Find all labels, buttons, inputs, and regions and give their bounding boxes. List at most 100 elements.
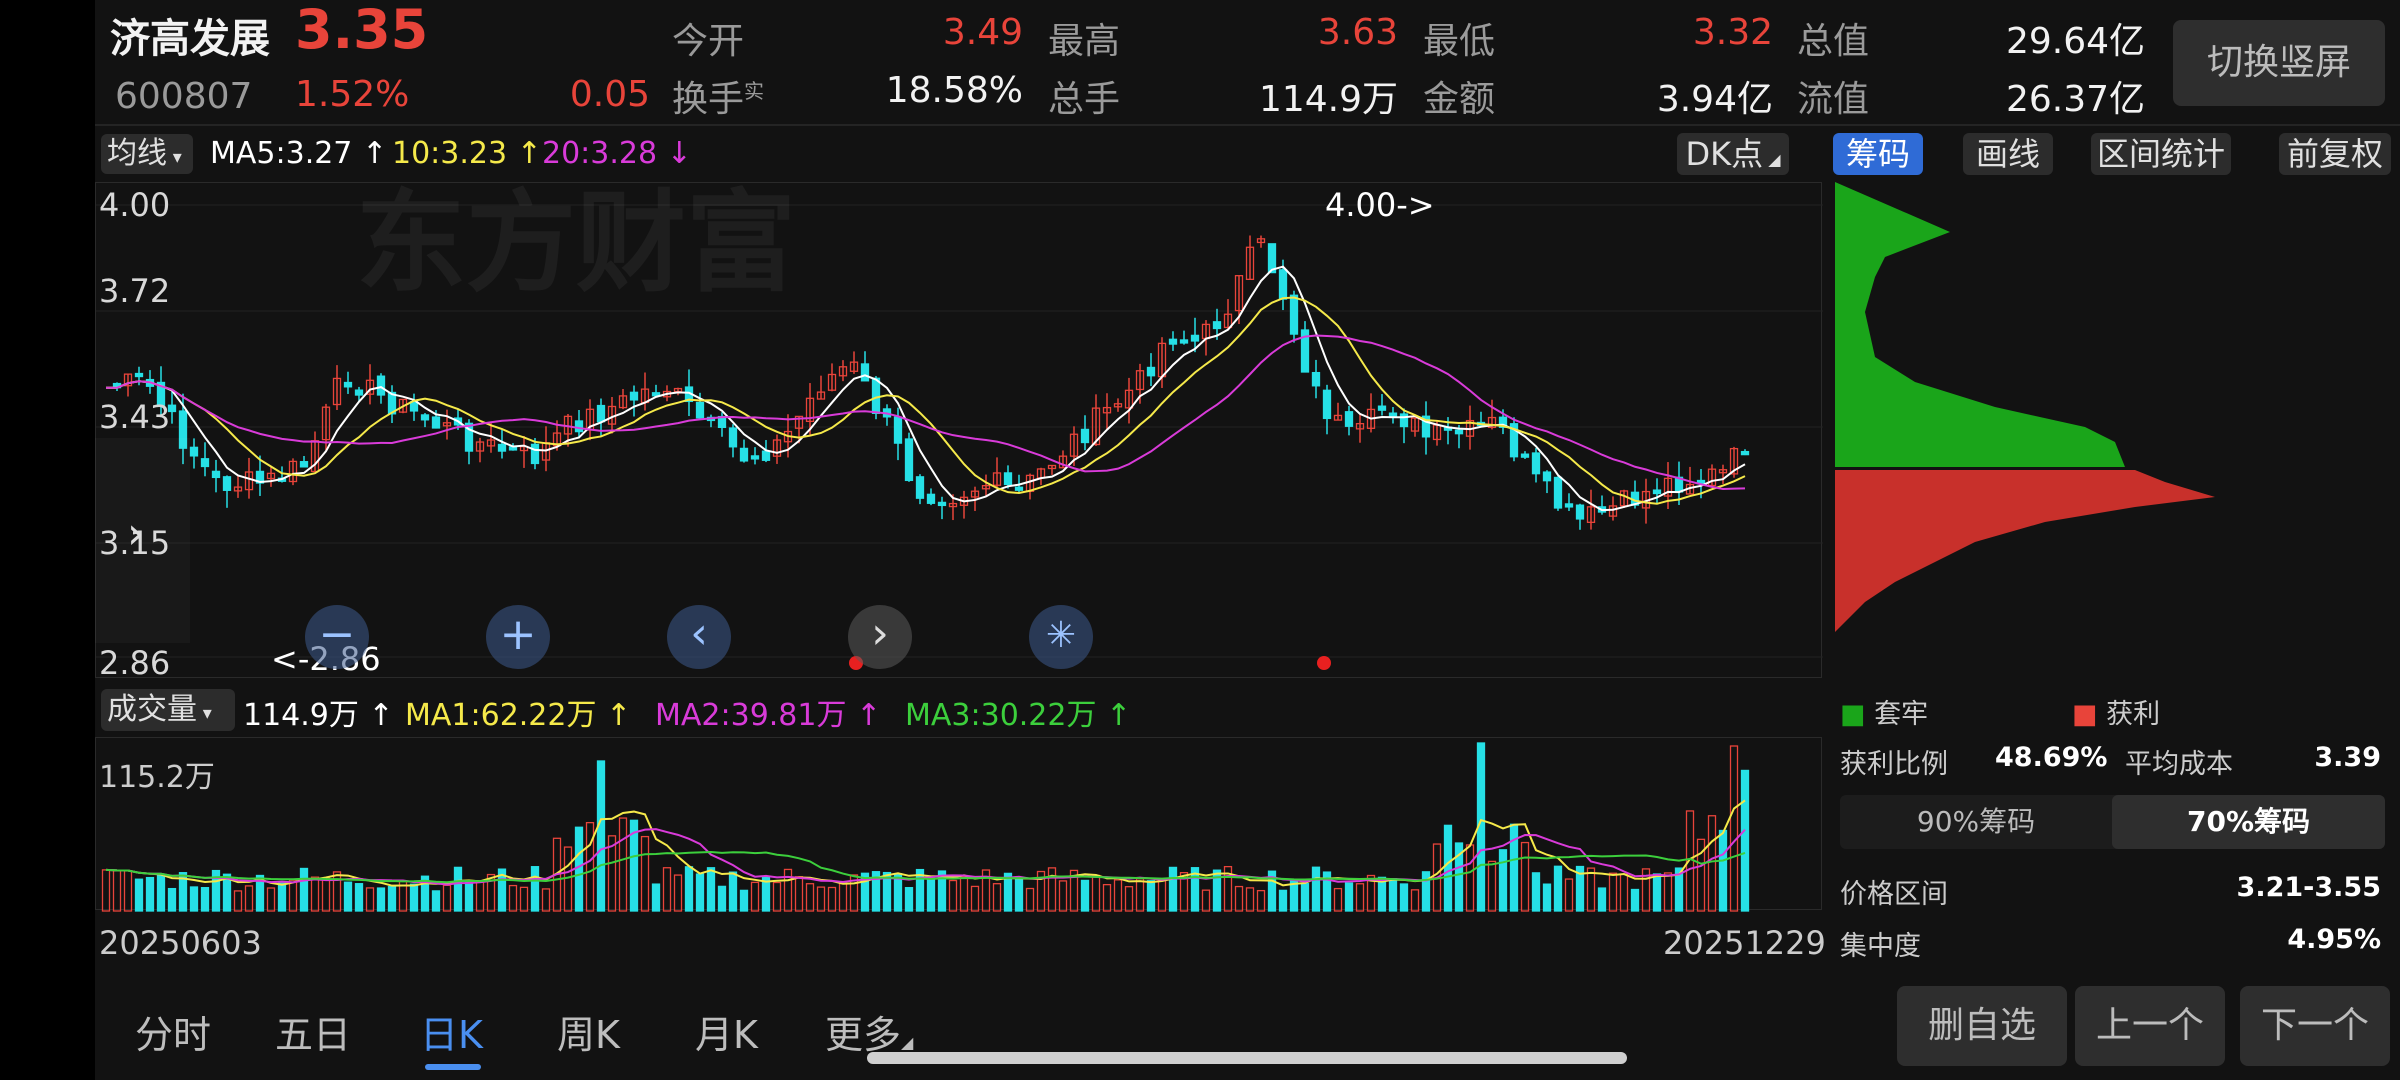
chip-tab-70[interactable]: 70%筹码 [2112,795,2385,849]
forward-adjust-button[interactable]: 前复权 [2279,133,2391,175]
candle-body [937,501,947,507]
volume-bar [1377,876,1387,912]
volume-selector[interactable]: 成交量 ▾ [101,689,235,731]
volume-bar [541,888,551,912]
candle-body [1718,469,1728,474]
kline-canvas [96,204,1823,670]
candle-body [1146,366,1156,377]
candle-body [618,395,628,409]
volume-bar [1520,841,1530,912]
vol-ma3-line [105,851,1746,884]
draw-line-button[interactable]: 画线 [1963,133,2053,175]
chips-button[interactable]: 筹码 [1833,133,1923,175]
candle-body [1564,503,1574,508]
candle-body [365,379,375,395]
minus-icon: − [318,609,356,660]
tab-five-day[interactable]: 五日 [275,1013,352,1057]
candle-body [1135,370,1145,391]
ma5-line [105,265,1746,512]
remove-watchlist-button[interactable]: 删自选 [1897,986,2067,1066]
candle-body [893,416,903,444]
asterisk-icon: ✳ [1045,615,1077,656]
chip-distribution [1835,182,2400,678]
tab-monthly-k[interactable]: 月K [695,1013,758,1057]
expand-handle[interactable]: › [95,438,190,643]
volume-bar [1575,865,1585,912]
scroll-left-button[interactable]: ‹ [667,605,731,669]
range-stats-button[interactable]: 区间统计 [2091,133,2231,175]
dk-point-button[interactable]: DK点 ◢ [1677,133,1789,175]
volume-bar [1278,889,1288,912]
candle-body [123,373,133,387]
volume-bar [1190,867,1200,912]
volume-ma2: MA2:39.81万 ↑ [655,698,882,733]
volume-bar [849,874,859,912]
volume-bar [530,866,540,912]
concentration-label: 集中度 [1840,931,1921,962]
switch-portrait-button[interactable]: 切换竖屏 [2173,20,2385,106]
volume-bar [695,873,705,912]
tab-weekly-k[interactable]: 周K [557,1013,620,1057]
volume-bar [959,876,969,912]
ma-selector[interactable]: 均线 ▾ [101,134,193,174]
volume-bar [783,868,793,912]
amount-label: 金额 [1423,79,1496,120]
volume-bar [1256,889,1266,912]
volume-bar [1355,883,1365,912]
volume-bar [453,866,463,912]
tab-daily-k[interactable]: 日K [420,1013,483,1057]
tab-more[interactable]: 更多◢ [825,1013,914,1057]
volume-bar [387,885,397,912]
chip-tab-group: 90%筹码 70%筹码 [1840,795,2385,849]
zoom-in-button[interactable]: + [486,605,550,669]
candle-body [750,455,760,460]
candle-body [1355,423,1365,430]
candle-body [1190,334,1200,342]
volume-bar [1322,871,1332,912]
home-indicator[interactable] [867,1052,1627,1064]
volume-bar [915,868,925,912]
volume-axis-max: 115.2万 [99,760,215,795]
zoom-out-button[interactable]: − [305,605,369,669]
volume-bar [332,871,342,912]
candle-body [805,397,815,423]
volume-bar [629,819,639,912]
end-date: 20251229 [1663,924,1826,962]
next-stock-button[interactable]: 下一个 [2240,986,2390,1066]
ma10-legend: 10:3.23 ↑ [392,136,542,171]
previous-stock-button[interactable]: 上一个 [2075,986,2225,1066]
candle-body [200,458,210,468]
volume-bar [1586,867,1596,912]
reset-view-button[interactable]: ✳ [1029,605,1093,669]
candle-body [926,493,936,504]
volume-bar [1135,878,1145,912]
candle-body [1344,411,1354,427]
volume-bar [1344,882,1354,912]
candle-body [211,470,221,479]
volume-bar [1696,838,1706,912]
kline-chart[interactable]: 东方财富 [95,179,1823,678]
tab-intraday[interactable]: 分时 [135,1013,212,1057]
volume-bar [739,889,749,912]
volume-bar [1047,867,1057,912]
candle-body [288,460,298,483]
candle-body [1531,452,1541,475]
volume-chart[interactable] [95,737,1822,912]
candle-body [178,410,188,449]
dropdown-icon: ▾ [197,703,212,724]
volume-bar [937,870,947,912]
volume-bar [1652,873,1662,912]
volume-bar [420,875,430,912]
volume-bar [772,881,782,912]
volume-bar [596,760,606,912]
candle-body [1553,476,1563,509]
volume-bar [1663,872,1673,912]
candle-body [464,422,474,452]
scroll-right-button[interactable]: › [848,605,912,669]
price-axis-label: 3.15 [99,524,171,562]
volume-bar [442,884,452,912]
volume-bar [1179,872,1189,912]
volume-bar [1410,889,1420,912]
amount-value: 3.94亿 [1656,79,1773,120]
chip-tab-90[interactable]: 90%筹码 [1916,805,2036,838]
